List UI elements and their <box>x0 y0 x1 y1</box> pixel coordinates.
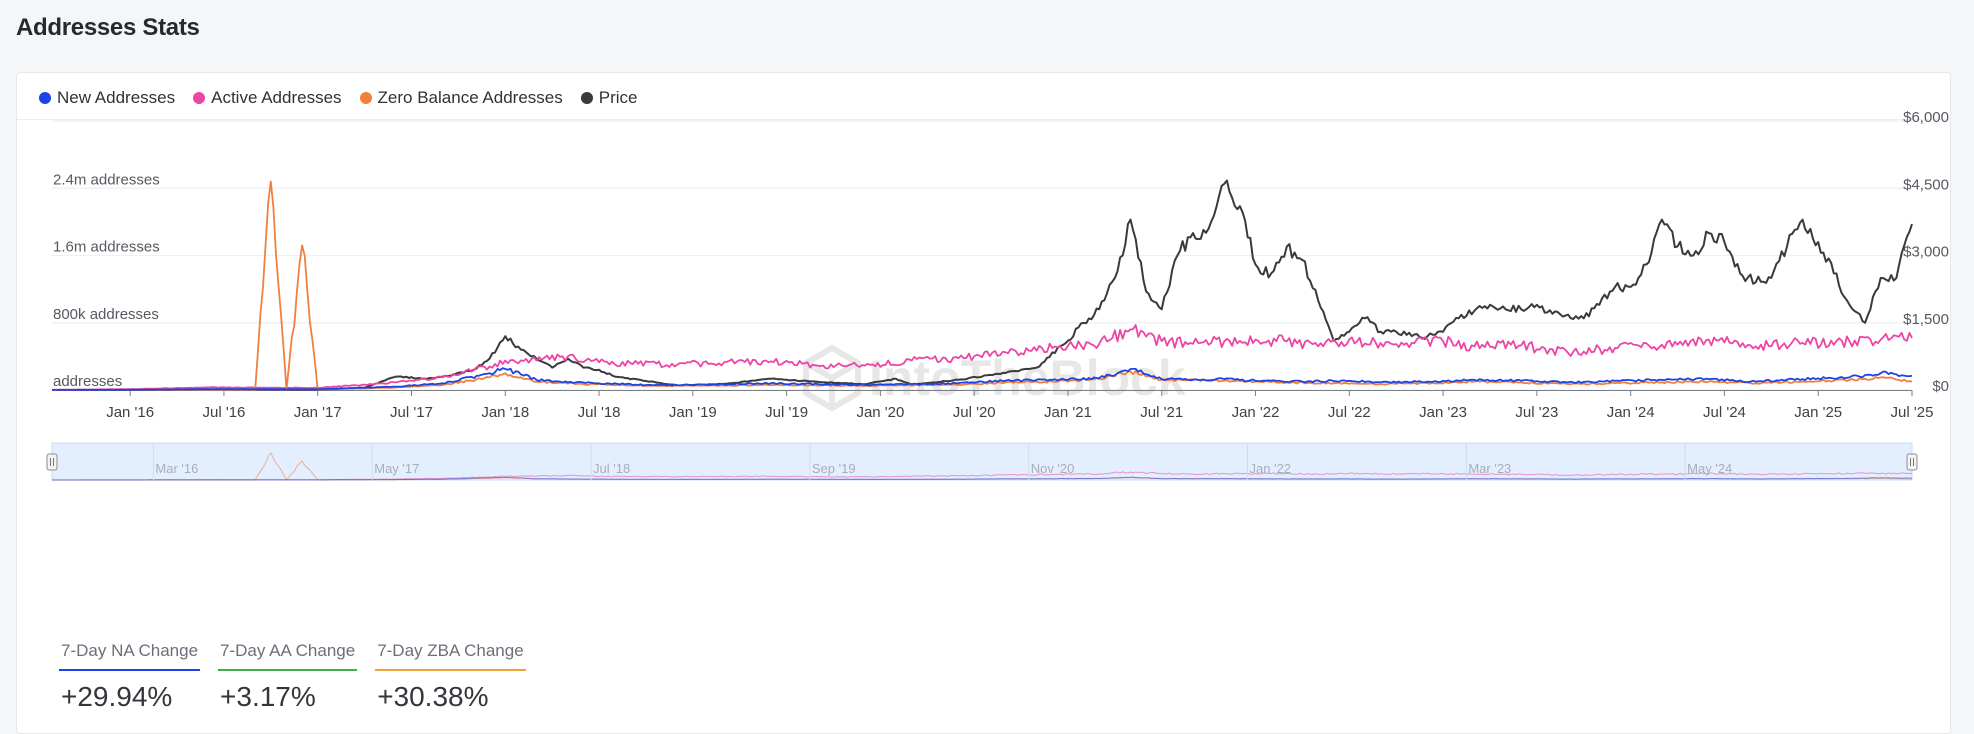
x-axis-tick-label: Jul '17 <box>390 404 433 421</box>
navigator-label: Jan '22 <box>1250 461 1292 476</box>
x-axis-tick-label: Jan '24 <box>1607 404 1655 421</box>
chart-legend: New Addresses Active Addresses Zero Bala… <box>39 83 637 113</box>
legend-item-active-addresses[interactable]: Active Addresses <box>193 88 342 108</box>
series-line-new-addresses <box>52 367 1913 391</box>
stats-row: 7-Day NA Change +29.94% 7-Day AA Change … <box>59 641 526 713</box>
stat-zba-change[interactable]: 7-Day ZBA Change +30.38% <box>375 641 526 713</box>
x-axis-tick-label: Jul '19 <box>765 404 808 421</box>
stat-na-change[interactable]: 7-Day NA Change +29.94% <box>59 641 201 713</box>
left-axis-tick-label: 1.6m addresses <box>53 239 160 256</box>
right-axis-tick-label: $6,000 <box>1903 109 1949 126</box>
x-axis-tick-label: Jul '21 <box>1140 404 1183 421</box>
stat-value: +30.38% <box>377 681 489 712</box>
navigator-label: Mar '23 <box>1468 461 1511 476</box>
navigator-series-line <box>52 476 1912 481</box>
legend-dot-icon <box>580 92 593 104</box>
legend-label: Price <box>598 88 638 107</box>
stat-label: 7-Day AA Change <box>218 641 358 671</box>
x-axis-tick-label: Jan '19 <box>669 404 717 421</box>
legend-label: Zero Balance Addresses <box>377 88 563 107</box>
stat-label: 7-Day ZBA Change <box>375 641 526 671</box>
series-lines <box>52 179 1913 391</box>
legend-dot-icon <box>39 92 51 104</box>
addresses-chart[interactable]: IntoTheBlock $0 $1,500 $3,000 $4,500 $6,000 a… <box>17 73 1950 633</box>
x-axis-tick-label: Jan '23 <box>1419 404 1467 421</box>
navigator-label: Mar '16 <box>155 461 198 476</box>
watermark-logo: IntoTheBlock <box>803 344 1186 412</box>
stat-value: +29.94% <box>61 681 173 712</box>
left-axis-tick-label: addresses <box>53 373 122 390</box>
navigator: Mar '16 May '17 Jul '18 Sep '19 Nov '20 Jan '… <box>46 442 1918 481</box>
x-axis-tick-label: Jul '16 <box>202 404 245 421</box>
x-axis-tick-label: Jan '17 <box>294 404 342 421</box>
legend-item-price[interactable]: Price <box>580 88 638 108</box>
left-axis-tick-label: 2.4m addresses <box>53 171 160 188</box>
navigator-right-handle[interactable] <box>1906 453 1918 471</box>
navigator-label: Sep '19 <box>812 461 856 476</box>
navigator-label: Jul '18 <box>593 461 630 476</box>
stat-value: +3.17% <box>220 681 316 712</box>
x-axis-tick-label: Jul '25 <box>1891 404 1934 421</box>
x-axis-tick-label: Jul '20 <box>953 404 996 421</box>
chart-card: New Addresses Active Addresses Zero Bala… <box>16 72 1951 734</box>
navigator-label: May '17 <box>374 461 419 476</box>
x-axis-tick-label: Jan '20 <box>856 404 904 421</box>
navigator-label: May '24 <box>1687 461 1732 476</box>
legend-label: Active Addresses <box>211 88 342 107</box>
right-axis-tick-label: $3,000 <box>1903 244 1949 261</box>
left-axis-tick-label: 800k addresses <box>53 306 159 323</box>
x-axis-tick-label: Jan '16 <box>106 404 154 421</box>
x-axis-tick-label: Jan '22 <box>1232 404 1280 421</box>
legend-item-zero-balance-addresses[interactable]: Zero Balance Addresses <box>359 88 563 108</box>
right-axis-tick-label: $1,500 <box>1903 311 1949 328</box>
x-axis-tick-label: Jan '25 <box>1794 404 1842 421</box>
x-axis-tick-label: Jul '18 <box>578 404 621 421</box>
legend-item-new-addresses[interactable]: New Addresses <box>39 88 175 108</box>
axes: $0 $1,500 $3,000 $4,500 $6,000 addresses 800k … <box>52 109 1949 421</box>
right-axis-tick-label: $0 <box>1932 378 1949 395</box>
legend-divider <box>17 119 1950 120</box>
legend-dot-icon <box>193 92 206 104</box>
x-axis-tick-label: Jul '22 <box>1328 404 1371 421</box>
navigator-label: Nov '20 <box>1031 461 1075 476</box>
series-line-active-addresses <box>52 324 1913 391</box>
navigator-left-handle[interactable] <box>46 453 58 471</box>
stat-label: 7-Day NA Change <box>59 641 201 671</box>
page-title: Addresses Stats <box>16 14 200 41</box>
stat-aa-change[interactable]: 7-Day AA Change +3.17% <box>218 641 358 713</box>
right-axis-tick-label: $4,500 <box>1903 176 1949 193</box>
watermark-text: IntoTheBlock <box>869 350 1186 406</box>
x-axis-tick-label: Jul '24 <box>1703 404 1746 421</box>
x-axis-tick-label: Jul '23 <box>1515 404 1558 421</box>
x-axis-tick-label: Jan '18 <box>481 404 529 421</box>
x-axis-tick-label: Jan '21 <box>1044 404 1092 421</box>
legend-dot-icon <box>359 92 372 104</box>
legend-label: New Addresses <box>57 88 176 107</box>
